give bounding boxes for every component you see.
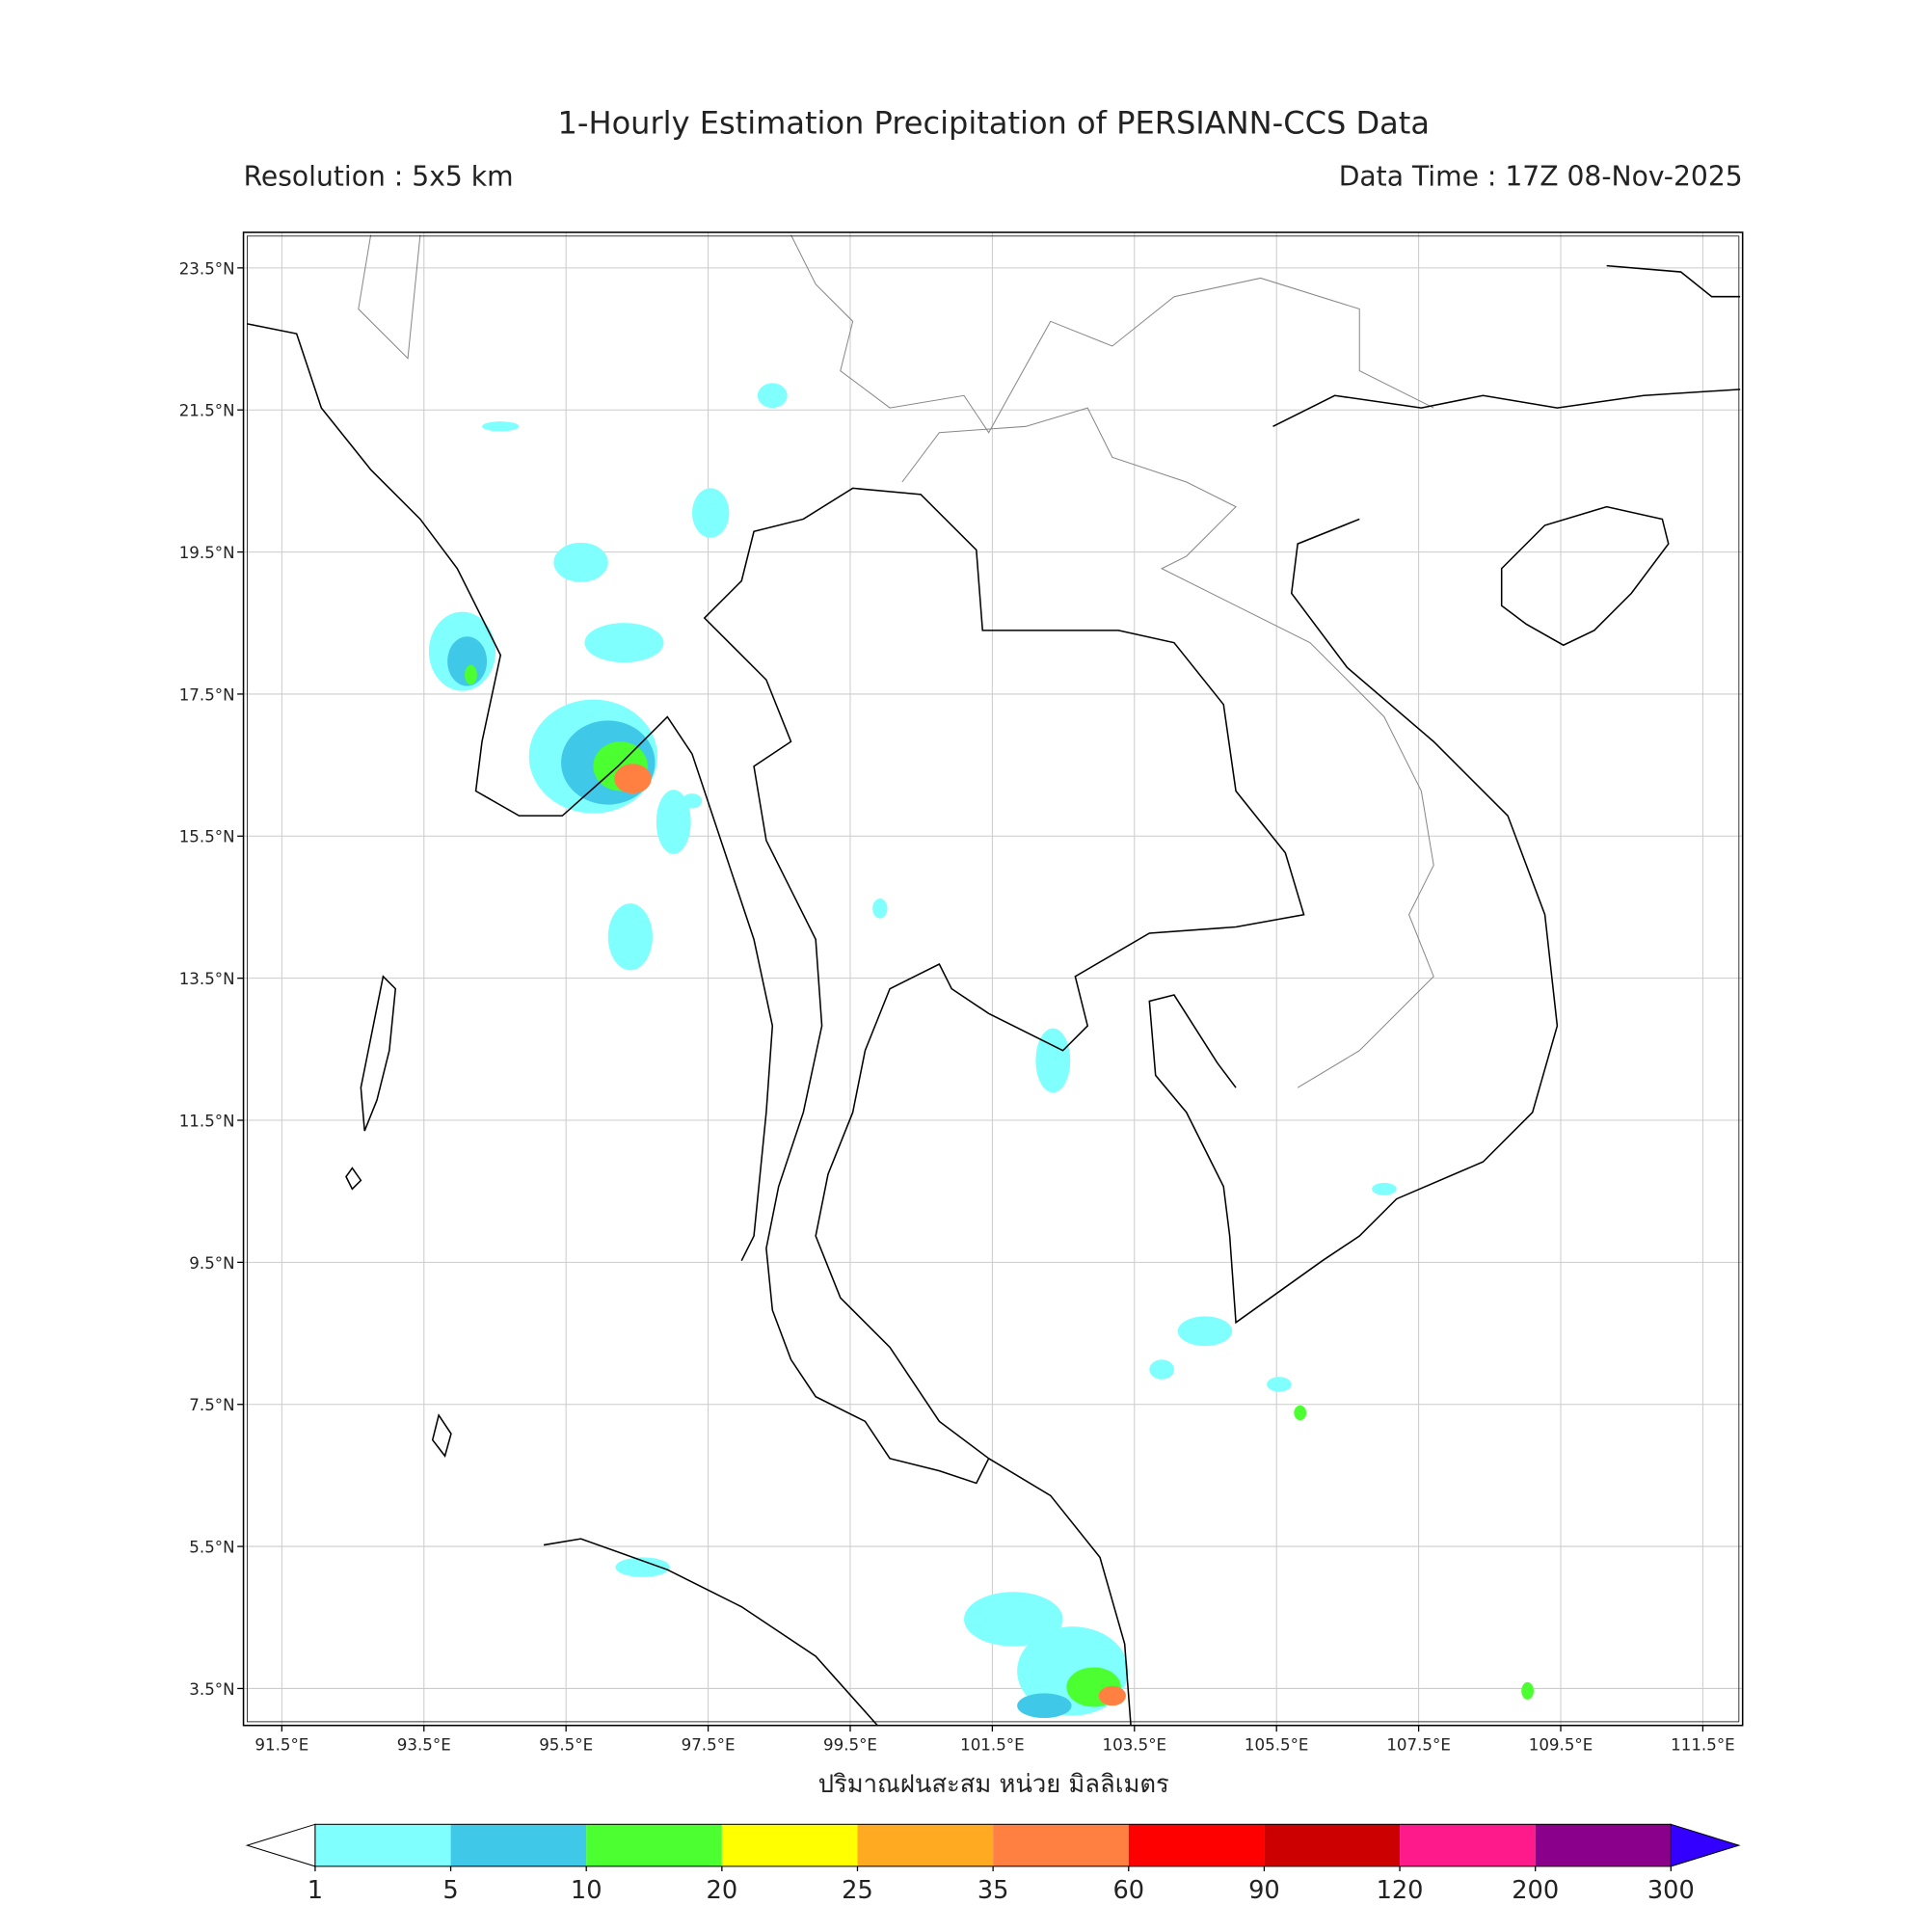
lat-tick-label: 3.5°N [189,1680,234,1699]
malaysia-coast [988,1458,1132,1726]
country-border [358,234,1434,1088]
colorbar-label: 120 [1377,1876,1424,1905]
lon-tick-label: 97.5°E [682,1735,736,1754]
lon-tick-label: 93.5°E [397,1735,451,1754]
colorbar-label: 25 [842,1876,873,1905]
rain-area [1267,1377,1292,1392]
colorbar-label: 200 [1512,1876,1559,1905]
lat-tick-label: 23.5°N [179,259,235,278]
colorbar-label: 90 [1248,1876,1280,1905]
lat-tick-label: 11.5°N [179,1112,235,1130]
resolution: Resolution : 5x5 km [244,160,514,192]
rain-area [1372,1182,1397,1195]
rain-area [691,488,730,538]
thailand-outline [703,487,1305,1485]
colorbar-label: 20 [707,1876,738,1905]
rain-area [584,623,664,663]
rain-area [482,421,520,432]
rain-area [964,1592,1063,1647]
lon-tick-label: 101.5°E [960,1735,1025,1754]
grid [243,232,1743,1726]
lat-tick-label: 13.5°N [179,970,235,988]
rain-area [553,542,608,582]
rain-area [465,664,477,685]
lon-tick-label: 107.5°E [1386,1735,1451,1754]
lon-tick-label: 95.5°E [539,1735,593,1754]
basemap [247,234,1741,1726]
rain-area [1521,1681,1535,1700]
lat-tick-label: 7.5°N [189,1396,234,1414]
rain-area [615,1557,670,1577]
lon-tick-label: 105.5°E [1245,1735,1309,1754]
colorbar-label: 60 [1112,1876,1144,1905]
myanmar-coast [247,323,774,1262]
rain-area [1035,1028,1071,1093]
colorbar-over [1670,1823,1741,1867]
colorbar-label: 1 [308,1876,323,1905]
rain-area [872,899,888,919]
colorbar-segment [1400,1824,1536,1866]
rain-area [447,636,488,686]
colorbar-under [245,1823,316,1867]
rain-area [682,793,703,809]
rain-area [1177,1316,1233,1347]
andaman-islands [345,975,452,1458]
lat-tick-label: 5.5°N [189,1538,234,1556]
colorbar-label: 5 [442,1876,458,1905]
rain-area [656,790,691,854]
rain-area [607,903,653,971]
hainan-coast [1500,505,1670,647]
colorbar-label: 300 [1647,1876,1695,1905]
precipitation [428,383,1535,1719]
lat-tick-label: 9.5°N [189,1254,234,1273]
x-axis-label: ปริมาณฝนสะสม หน่วย มิลลิเมตร [818,1770,1169,1799]
lon-tick-label: 111.5°E [1671,1735,1735,1754]
lat-tick-label: 15.5°N [179,828,235,846]
map-title: 1-Hourly Estimation Precipitation of PER… [558,104,1430,141]
colorbar-label: 10 [571,1876,602,1905]
rain-area [1098,1685,1126,1706]
map-frame-inner [247,235,1740,1723]
lon-tick-label: 99.5°E [823,1735,877,1754]
colorbar-segment [857,1824,994,1866]
ticks: 91.5°E 93.5°E 95.5°E 97.5°E 99.5°E 101.5°E 103… [179,259,1735,1754]
colorbar-segment [314,1824,451,1866]
rain-area [614,764,652,794]
colorbar-segment [721,1824,858,1866]
colorbar-label: 35 [977,1876,1009,1905]
lat-tick-label: 21.5°N [179,402,235,420]
lon-tick-label: 91.5°E [254,1735,308,1754]
colorbar-segment [1535,1824,1672,1866]
colorbar-segment [1128,1824,1265,1866]
lon-tick-label: 103.5°E [1103,1735,1167,1754]
rain-area [1017,1693,1072,1719]
indochina-coast [1148,264,1741,1325]
map-frame [242,231,1744,1727]
rain-area [757,383,788,409]
rain-area [1149,1359,1174,1380]
lat-tick-label: 19.5°N [179,544,235,562]
colorbar-segment [586,1824,722,1866]
lat-tick-label: 17.5°N [179,685,235,704]
colorbar: 1 5 10 20 25 35 60 90 120 200 300 [245,1823,1741,1905]
colorbar-segment [1264,1824,1401,1866]
colorbar-segment [993,1824,1129,1866]
data-time: Data Time : 17Z 08-Nov-2025 [1339,160,1743,192]
lon-tick-label: 109.5°E [1529,1735,1593,1754]
sumatra-coast [543,1538,878,1726]
rain-area [1294,1405,1307,1421]
colorbar-segment [450,1824,587,1866]
